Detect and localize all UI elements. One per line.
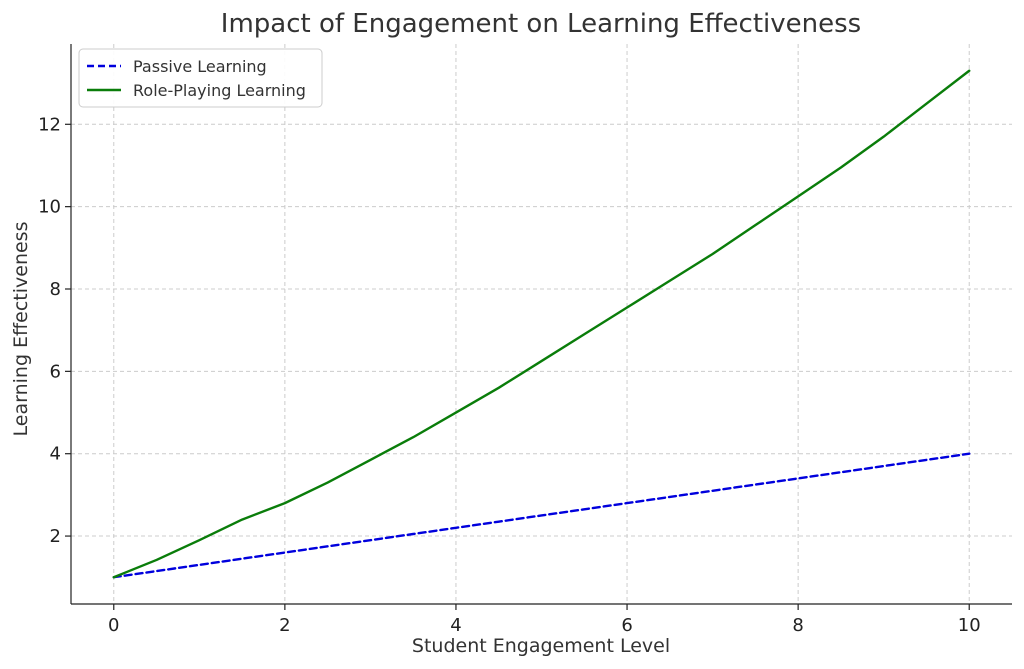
ticks: 0 2 4 6 8 10 2 4 6 8 10 12 (38, 114, 981, 636)
chart-title: Impact of Engagement on Learning Effecti… (221, 9, 861, 39)
x-tick-label-8: 8 (792, 615, 803, 636)
series-line-role-playing-learning (112, 69, 971, 579)
legend-label-role-playing-learning: Role-Playing Learning (133, 81, 306, 100)
legend: Passive Learning Role-Playing Learning (78, 48, 323, 108)
x-tick-label-2: 2 (279, 615, 290, 636)
y-tick-label-8: 8 (50, 279, 61, 300)
x-tick-label-0: 0 (108, 615, 119, 636)
series-line-passive-learning (112, 452, 971, 579)
x-tick-label-4: 4 (450, 615, 461, 636)
y-tick-label-2: 2 (50, 526, 61, 547)
grid (71, 44, 1012, 604)
x-tick-label-6: 6 (621, 615, 632, 636)
x-axis-label: Student Engagement Level (412, 635, 670, 657)
y-axis-label: Learning Effectiveness (10, 222, 32, 437)
y-tick-label-10: 10 (38, 197, 61, 218)
axes (70, 44, 1012, 605)
y-tick-label-4: 4 (50, 444, 61, 465)
legend-frame (78, 48, 323, 108)
legend-label-passive-learning: Passive Learning (133, 57, 267, 76)
y-tick-label-6: 6 (50, 361, 61, 382)
x-tick-label-10: 10 (958, 615, 981, 636)
series-lines (112, 69, 971, 579)
y-tick-label-12: 12 (38, 114, 61, 135)
